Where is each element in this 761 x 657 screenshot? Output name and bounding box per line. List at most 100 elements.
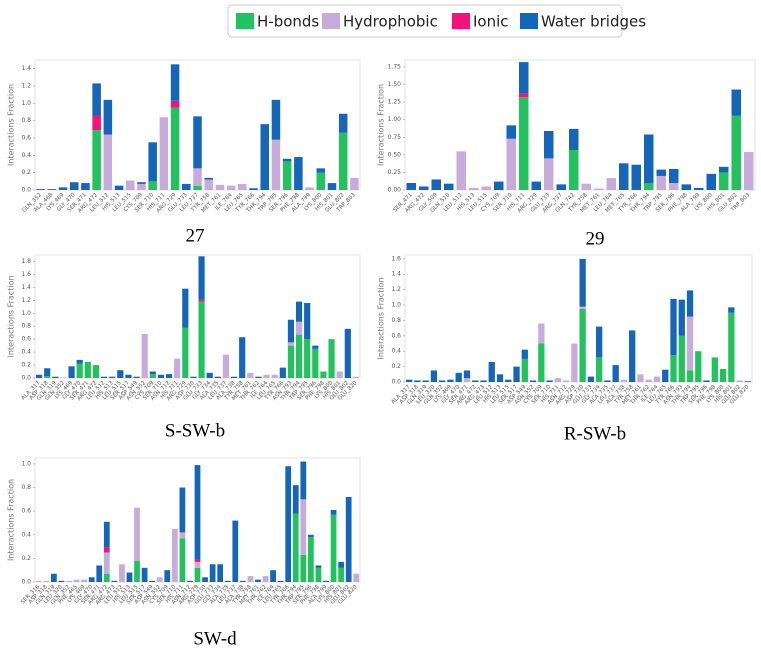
bar-segment: [637, 374, 644, 382]
bar-segment: [456, 151, 466, 190]
bar-segment: [656, 175, 666, 190]
legend-swatch: [452, 13, 470, 29]
bar-segment: [58, 187, 68, 190]
y-tick-label: 0.50: [388, 151, 402, 158]
bar-segment: [164, 570, 171, 582]
bar-segment: [204, 177, 213, 180]
bar-segment: [193, 168, 202, 186]
bar-segment: [529, 380, 537, 382]
bar-segment: [305, 187, 314, 190]
bar-segment: [569, 128, 579, 150]
bar-segment: [330, 514, 337, 582]
y-tick-label: 1.0: [21, 310, 31, 317]
bar-segment: [68, 366, 75, 378]
bar-segment: [323, 580, 329, 582]
bar-segment: [198, 299, 205, 302]
bar-segment: [711, 357, 718, 382]
bar-segment: [190, 376, 197, 378]
bar-segment: [546, 380, 553, 382]
bar-segment: [506, 125, 516, 139]
y-tick-label: 0.4: [21, 152, 31, 159]
bar-segment: [463, 370, 471, 379]
y-tick-label: 0.0: [21, 375, 31, 382]
bar-segment: [686, 316, 694, 371]
bar-segment: [656, 169, 666, 176]
bar-segment: [316, 168, 326, 173]
bar-segment: [604, 380, 611, 382]
bar-segment: [171, 528, 178, 582]
bar-segment: [271, 139, 281, 190]
bar-segment: [159, 117, 169, 190]
bar-segment: [239, 337, 246, 378]
bar-segment: [119, 564, 125, 582]
bar-segment: [187, 580, 193, 582]
y-tick-label: 1.25: [388, 99, 402, 106]
bar-segment: [744, 152, 754, 190]
bar-segment: [579, 306, 586, 309]
bar-segment: [308, 537, 314, 582]
y-tick-label: 0.6: [391, 332, 401, 339]
bar-segment: [262, 576, 269, 582]
bar-segment: [206, 372, 213, 378]
bar-segment: [606, 178, 616, 190]
y-axis-label: Interactions Fraction: [7, 479, 16, 561]
bar-segment: [330, 509, 337, 515]
bar-segment: [88, 577, 95, 582]
bar-segment: [35, 374, 43, 378]
bar-segment: [81, 183, 90, 190]
bar-segment: [214, 376, 221, 378]
y-tick-label: 1.6: [391, 255, 401, 262]
bar-segment: [133, 376, 140, 378]
bar-segment: [488, 361, 495, 382]
bar-segment: [92, 83, 101, 116]
bar-segment: [149, 374, 156, 378]
bar-segment: [620, 379, 628, 382]
bar-segment: [308, 534, 314, 538]
bar-segment: [554, 378, 561, 382]
bar-segment: [405, 379, 413, 382]
bar-segment: [285, 466, 292, 582]
bar-segment: [670, 355, 677, 382]
y-tick-label: 0.8: [21, 117, 31, 124]
bar-segment: [419, 186, 429, 190]
bar-segment: [232, 520, 239, 582]
y-tick-label: 0.0: [21, 187, 31, 194]
bar-segment: [156, 577, 163, 582]
bar-segment: [73, 579, 80, 582]
bar-segment: [686, 290, 694, 317]
bar-segment: [35, 580, 42, 582]
bar-segment: [96, 565, 103, 582]
y-tick-label: 0.0: [391, 379, 401, 386]
bar-segment: [282, 161, 292, 190]
bar-segment: [338, 132, 348, 190]
bar-segment: [92, 365, 100, 378]
bar-segment: [736, 380, 743, 382]
bar-segment: [238, 183, 247, 190]
y-tick-label: 0.25: [388, 169, 402, 176]
y-tick-label: 0.6: [21, 135, 31, 142]
bar-segment: [270, 570, 276, 582]
bar-segment: [148, 181, 157, 190]
legend-label: H-bonds: [257, 13, 319, 31]
bar-segment: [300, 499, 307, 555]
bar-segment: [469, 187, 479, 190]
bar-segment: [137, 183, 146, 190]
bar-segment: [644, 134, 654, 183]
bar-segment: [279, 367, 286, 378]
bar-segment: [744, 381, 752, 382]
bar-segment: [149, 371, 156, 375]
y-tick-label: 0.2: [21, 362, 31, 369]
bar-segment: [678, 335, 685, 382]
bar-segment: [629, 330, 636, 382]
bar-segment: [678, 299, 685, 336]
bar-segment: [103, 134, 113, 190]
bar-segment: [645, 379, 652, 382]
bar-segment: [137, 182, 146, 184]
bar-segment: [731, 89, 741, 116]
bar-segment: [198, 301, 205, 378]
bar-segment: [255, 579, 261, 582]
bar-segment: [47, 189, 57, 190]
y-tick-label: 0.4: [21, 531, 31, 538]
bar-segment: [662, 369, 669, 382]
y-tick-label: 1.50: [388, 81, 402, 88]
